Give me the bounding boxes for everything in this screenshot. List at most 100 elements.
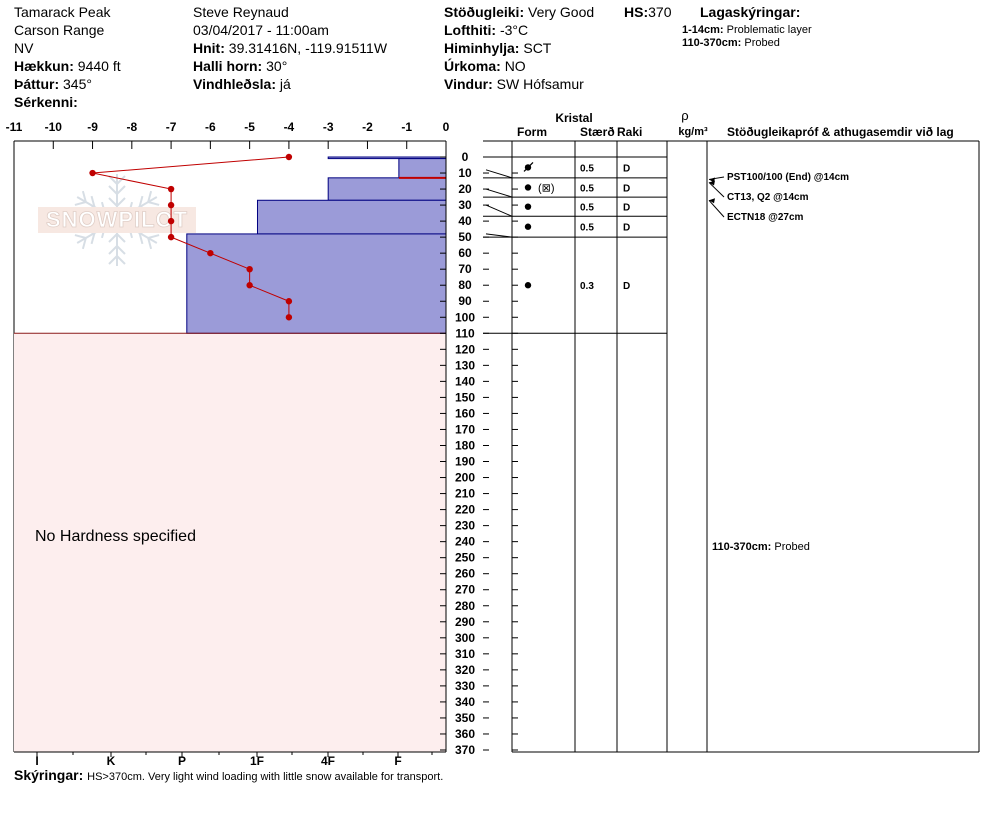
depth-axis: 0 10 20 30 40 50 60 70 80 90 100 110 120 130 140 150 160… [440, 150, 518, 757]
depth-tick-label: 270 [455, 583, 475, 597]
crystal-header: Kristal [555, 111, 592, 125]
rounded-grains-symbol [524, 203, 532, 210]
wind: Vindur: SW Hófsamur [444, 76, 584, 92]
test-label: PST100/100 (End) @14cm [727, 172, 849, 183]
hardness-tick-label: 1F [250, 754, 264, 768]
snowflake-branch [108, 197, 118, 207]
depth-tick-label: 50 [458, 230, 472, 244]
snowflake-branch [116, 233, 126, 243]
test-label: CT13, Q2 @14cm [727, 192, 809, 203]
snowflake-branch [81, 237, 87, 250]
form-secondary: (⊠) [538, 182, 555, 194]
legend-text: Probed [744, 37, 780, 49]
elevation-label: Hækkun: [14, 58, 74, 74]
snowflake-branch [138, 195, 144, 208]
probed-text: Probed [774, 541, 810, 553]
moisture-value: D [623, 203, 630, 214]
tests-header: Stöðugleikapróf & athugasemdir við lag [727, 125, 954, 139]
snowflake-branch [74, 234, 87, 239]
legend-item: 1-14cm: Problematic layer [682, 24, 812, 36]
snowflake-branch [90, 232, 96, 245]
test-arrowhead [709, 180, 715, 186]
temperature-point [167, 201, 175, 209]
temperature-axis: -11 -10 -9 -8 -7 -6 -5 -4 -3 -2 -1 0 [6, 120, 450, 149]
test-arrowhead [709, 198, 715, 204]
temperature-point [246, 282, 253, 289]
depth-tick-label: 340 [455, 695, 475, 709]
size-header: Stærð [580, 125, 615, 139]
test-arrow [708, 199, 725, 218]
wind-loading: Vindhleðsla: já [193, 76, 291, 92]
depth-tick-label: 310 [455, 647, 475, 661]
wind-loading-value: já [279, 76, 291, 92]
temperature-point [167, 233, 175, 241]
snowflake-branch [108, 245, 118, 255]
moisture-value: D [623, 223, 630, 234]
density-symbol: ρ [681, 108, 688, 123]
precip-value: NO [504, 58, 526, 74]
depth-tick-label: 260 [455, 567, 475, 581]
probed-region [14, 333, 446, 752]
moisture-header: Raki [617, 125, 642, 139]
range: Carson Range [14, 22, 105, 38]
moisture-value: D [623, 281, 630, 292]
depth-tick-label: 240 [455, 535, 475, 549]
snowflake-branch [116, 185, 126, 195]
datetime: 03/04/2017 - 11:00am [193, 22, 329, 38]
depth-tick-label: 280 [455, 599, 475, 613]
depth-tick-label: 130 [455, 358, 475, 372]
depth-tick-label: 80 [458, 278, 472, 292]
rounded-grains-symbol [524, 184, 532, 191]
size-value: 0.3 [580, 281, 594, 292]
temperature-tick-label: -8 [126, 120, 137, 134]
temperature-tick-label: -3 [323, 120, 334, 134]
test-label: ECTN18 @27cm [727, 212, 804, 223]
hardness-layer [256, 199, 446, 235]
depth-tick-label: 230 [455, 519, 475, 533]
snowflake-branch [138, 232, 144, 245]
hardness-layer [327, 156, 446, 160]
layer-rows: 0.5 D (⊠) 0.5 D 0.5 D 0.5 D 0.3 D [483, 156, 667, 334]
hardness-layers [14, 156, 446, 334]
air-temp-label: Lofthiti: [444, 22, 497, 38]
slope-value: 30° [266, 58, 288, 74]
snowflake-arm [108, 174, 126, 220]
slope: Halli horn: 30° [193, 58, 287, 74]
temperature-tick-label: -6 [205, 120, 216, 134]
depth-tick-label: 200 [455, 471, 475, 485]
snowflake-branch [116, 175, 126, 185]
depth-tick-label: 90 [458, 294, 472, 308]
temperature-point [167, 185, 175, 193]
snowflake-branch [90, 195, 96, 208]
temperature-tick-label: -11 [6, 120, 23, 134]
depth-tick-label: 190 [455, 455, 475, 469]
snowflake-branch [81, 190, 87, 203]
temperature-point [285, 298, 293, 305]
depth-tick-label: 210 [455, 487, 475, 501]
snowflake-branch [147, 237, 153, 250]
comments-label: Skýringar: [14, 767, 84, 783]
density-unit: kg/m³ [678, 126, 708, 138]
depth-tick-label: 250 [455, 551, 475, 565]
slope-label: Halli horn: [193, 58, 263, 74]
temperature-tick-label: -1 [401, 120, 412, 134]
aspect-value: 345° [63, 76, 92, 92]
hardness-layer [186, 233, 446, 334]
snowflake-branch [147, 190, 153, 203]
layer-connector [485, 204, 513, 217]
temperature-point [246, 265, 253, 273]
depth-tick-label: 110 [455, 326, 475, 340]
temperature-tick-label: -4 [284, 120, 295, 134]
depth-tick-label: 0 [462, 150, 469, 164]
test-arrows: PST100/100 (End) @14cm CT13, Q2 @14cm ECTN… [708, 172, 849, 223]
moisture-value: D [623, 163, 630, 174]
temperature-tick-label: -9 [87, 120, 98, 134]
layer-connector [485, 169, 513, 179]
hardness-layer [327, 177, 446, 201]
temperature-point [285, 314, 293, 321]
depth-tick-label: 330 [455, 679, 475, 693]
depth-tick-label: 20 [458, 182, 472, 196]
hs-value: 370 [648, 4, 672, 20]
comments-text: HS>370cm. Very light wind loading with l… [87, 771, 444, 783]
moisture-value: D [623, 183, 630, 194]
